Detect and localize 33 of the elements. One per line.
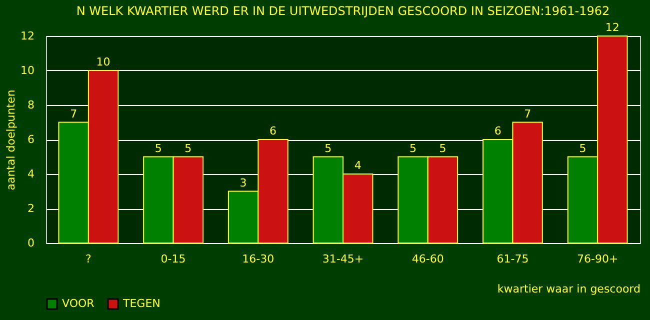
legend-label: TEGEN: [122, 297, 160, 310]
data-label: 6: [269, 124, 276, 138]
x-tick-label: 61-75: [496, 252, 529, 266]
x-axis-title: kwartier waar in gescoord: [497, 282, 640, 296]
legend-label: VOOR: [62, 297, 95, 310]
y-axis-title: aantal doelpunten: [4, 90, 18, 190]
data-label: 5: [579, 142, 586, 155]
x-tick-label: 76-90+: [576, 252, 618, 266]
data-label: 4: [354, 159, 362, 172]
chart-title: N WELK KWARTIER WERD ER IN DE UITWEDSTRIJDEN GESCOORD IN SEIZOEN:1961-1962: [76, 4, 610, 18]
x-tick-label: 46-60: [412, 252, 444, 266]
y-tick-label: 6: [28, 133, 34, 146]
y-tick-label: 12: [20, 30, 34, 42]
data-label: 5: [410, 142, 417, 155]
data-label: 7: [524, 107, 532, 120]
data-label: 5: [154, 142, 162, 155]
x-tick-label: 31-45+: [322, 252, 364, 266]
y-tick-label: 2: [28, 202, 34, 215]
data-label: 3: [240, 176, 247, 190]
x-tick-label: ?: [86, 252, 92, 266]
data-label: 6: [494, 124, 502, 138]
y-tick-label: 10: [20, 64, 34, 77]
data-label: 7: [70, 107, 78, 120]
x-tick-label: 16-30: [242, 252, 274, 266]
data-label: 12: [605, 21, 620, 34]
y-tick-label: 8: [28, 98, 34, 112]
data-label: 5: [324, 142, 332, 155]
y-tick-label: 4: [28, 168, 34, 180]
x-tick-label: 0-15: [160, 252, 186, 266]
data-label: 10: [96, 56, 110, 68]
y-tick-label: 0: [28, 236, 34, 250]
data-label: 5: [184, 142, 192, 155]
data-label: 5: [439, 142, 446, 155]
